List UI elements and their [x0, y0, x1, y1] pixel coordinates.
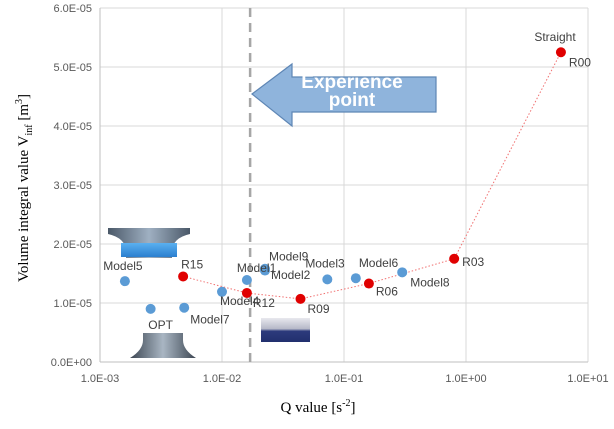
model-shape-bottom-icon	[130, 333, 196, 358]
y-tick-label: 2.0E-05	[53, 239, 92, 251]
x-tick-label: 1.0E-01	[325, 373, 364, 385]
data-labels: R15 R12 R09 R06 R03 R00 Model5 OPT Model7 Model4 M…	[103, 55, 591, 332]
data-point-r12	[241, 287, 252, 298]
data-label-model7: Model7	[190, 313, 230, 327]
data-point-r09	[295, 293, 306, 304]
data-point-model2	[259, 263, 270, 274]
x-tick-label: 1.0E-02	[203, 373, 242, 385]
x-tick-label: 1.0E-03	[81, 373, 120, 385]
data-label-model6: Model6	[359, 256, 399, 270]
grid	[100, 7, 589, 362]
data-point-model1	[241, 274, 252, 285]
x-tick-label: 1.0E+00	[445, 373, 486, 385]
data-label-r03: R03	[462, 255, 484, 269]
straight-label: Straight	[534, 30, 576, 44]
data-point-r15	[178, 271, 189, 282]
data-point-model5	[119, 276, 130, 287]
model-shape-wide-icon	[108, 228, 190, 258]
y-axis-title: Volume integral value Vinf [m3]	[14, 94, 35, 282]
data-label-model1: Model1	[237, 261, 277, 275]
data-label-r15: R15	[181, 257, 203, 271]
data-label-model2: Model2	[271, 268, 311, 282]
data-point-model8	[397, 267, 408, 278]
data-point-model4	[217, 286, 227, 297]
experience-point-label-line2: point	[329, 90, 376, 111]
data-point-model7	[179, 302, 190, 313]
experience-point-arrow: Experience point	[251, 62, 437, 128]
experience-point-label-line1: Experience	[301, 72, 402, 93]
data-label-model3: Model3	[305, 256, 345, 270]
y-tick-label: 0.0E+00	[51, 357, 92, 369]
series-line-r	[182, 52, 562, 300]
data-label-model4: Model4	[220, 294, 260, 308]
y-tick-label: 3.0E-05	[53, 180, 92, 192]
data-label-model8: Model8	[410, 275, 450, 289]
data-point-r06	[363, 278, 374, 289]
data-point-model3	[322, 274, 333, 285]
y-tick-label: 1.0E-05	[53, 298, 92, 310]
data-label-r12: R12	[253, 296, 275, 310]
y-tick-label: 4.0E-05	[53, 121, 92, 133]
x-axis-title: Q value [s-2]	[281, 398, 356, 416]
data-label-r06: R06	[376, 285, 398, 299]
model-shape-middle-icon	[261, 318, 310, 342]
y-tick-label: 5.0E-05	[53, 62, 92, 74]
data-label-opt: OPT	[148, 318, 173, 332]
y-tick-label: 6.0E-05	[53, 3, 92, 15]
axes	[99, 8, 588, 363]
tick-labels: 0.0E+00 1.0E-05 2.0E-05 3.0E-05 4.0E-05 5.0E-…	[51, 3, 609, 385]
x-tick-label: 1.0E+01	[567, 373, 608, 385]
data-point-r00	[555, 47, 566, 58]
data-label-r00: R00	[569, 55, 591, 69]
data-point-opt	[145, 303, 156, 314]
data-label-model9: Model9	[269, 250, 309, 264]
data-points	[119, 47, 566, 314]
data-point-r03	[449, 253, 460, 264]
data-point-model6	[350, 273, 361, 284]
data-label-model5: Model5	[103, 259, 143, 273]
data-label-r09: R09	[308, 302, 330, 316]
